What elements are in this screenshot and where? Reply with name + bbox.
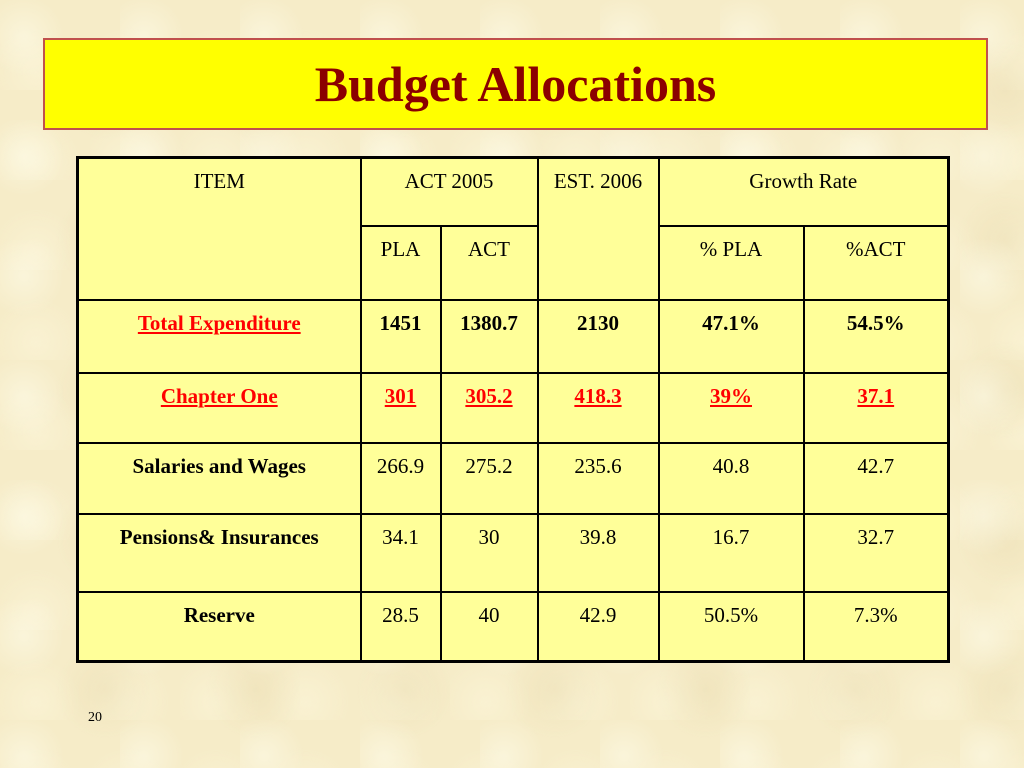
header-act-2005: ACT 2005: [359, 156, 539, 227]
cell-pct-pla: 40.8: [657, 441, 805, 515]
header-pct-act: %ACT: [802, 224, 950, 301]
title-box: Budget Allocations: [43, 38, 988, 130]
cell-pct-act: 32.7: [802, 512, 950, 593]
cell-pla: 1451: [359, 298, 442, 374]
cell-est: 235.6: [536, 441, 660, 515]
cell-act: 305.2: [439, 371, 539, 444]
cell-est: 418.3: [536, 371, 660, 444]
cell-act: 40: [439, 590, 539, 663]
header-act: ACT: [439, 224, 539, 301]
cell-pct-act: 7.3%: [802, 590, 950, 663]
chapter-one-pla-link[interactable]: 301: [384, 383, 417, 408]
row-item-cell: Total Expenditure: [76, 298, 362, 374]
row-item-label: Salaries and Wages: [76, 441, 362, 515]
cell-est: 39.8: [536, 512, 660, 593]
header-est-2006: EST. 2006: [536, 156, 660, 301]
header-pla: PLA: [359, 224, 442, 301]
cell-pct-act: 54.5%: [802, 298, 950, 374]
cell-act: 1380.7: [439, 298, 539, 374]
table-row: Reserve 28.5 40 42.9 50.5% 7.3%: [76, 590, 950, 663]
cell-act: 30: [439, 512, 539, 593]
page-number: 20: [88, 710, 102, 725]
cell-act: 275.2: [439, 441, 539, 515]
table-row: Chapter One 301 305.2 418.3 39% 37.1: [76, 371, 950, 444]
cell-pla: 28.5: [359, 590, 442, 663]
chapter-one-pct-act-link[interactable]: 37.1: [857, 383, 895, 408]
cell-pla: 301: [359, 371, 442, 444]
header-pct-pla: % PLA: [657, 224, 805, 301]
cell-est: 2130: [536, 298, 660, 374]
table-row: Total Expenditure 1451 1380.7 2130 47.1%…: [76, 298, 950, 374]
table-row: Salaries and Wages 266.9 275.2 235.6 40.…: [76, 441, 950, 515]
chapter-one-est-link[interactable]: 418.3: [574, 383, 622, 408]
chapter-one-pct-pla-link[interactable]: 39%: [710, 383, 752, 408]
header-row-1: ITEM ACT 2005 EST. 2006 Growth Rate: [76, 156, 950, 301]
slide-title: Budget Allocations: [314, 56, 717, 112]
header-row-2: PLA ACT % PLA %ACT: [78, 224, 950, 301]
cell-pct-pla: 16.7: [657, 512, 805, 593]
cell-pct-pla: 47.1%: [657, 298, 805, 374]
table-row: Pensions& Insurances 34.1 30 39.8 16.7 3…: [76, 512, 950, 593]
chapter-one-link[interactable]: Chapter One: [160, 383, 278, 408]
cell-pla: 266.9: [359, 441, 442, 515]
header-growth-rate: Growth Rate: [657, 156, 950, 227]
cell-est: 42.9: [536, 590, 660, 663]
cell-pla: 34.1: [359, 512, 442, 593]
budget-table: ITEM ACT 2005 EST. 2006 Growth Rate PLA …: [76, 156, 950, 663]
row-item-cell: Chapter One: [76, 371, 362, 444]
cell-pct-act: 37.1: [802, 371, 950, 444]
header-item: ITEM: [76, 156, 362, 301]
chapter-one-act-link[interactable]: 305.2: [465, 383, 513, 408]
cell-pct-pla: 50.5%: [657, 590, 805, 663]
row-item-label: Reserve: [76, 590, 362, 663]
row-item-label: Pensions& Insurances: [76, 512, 362, 593]
cell-pct-pla: 39%: [657, 371, 805, 444]
cell-pct-act: 42.7: [802, 441, 950, 515]
total-expenditure-link[interactable]: Total Expenditure: [137, 310, 301, 335]
